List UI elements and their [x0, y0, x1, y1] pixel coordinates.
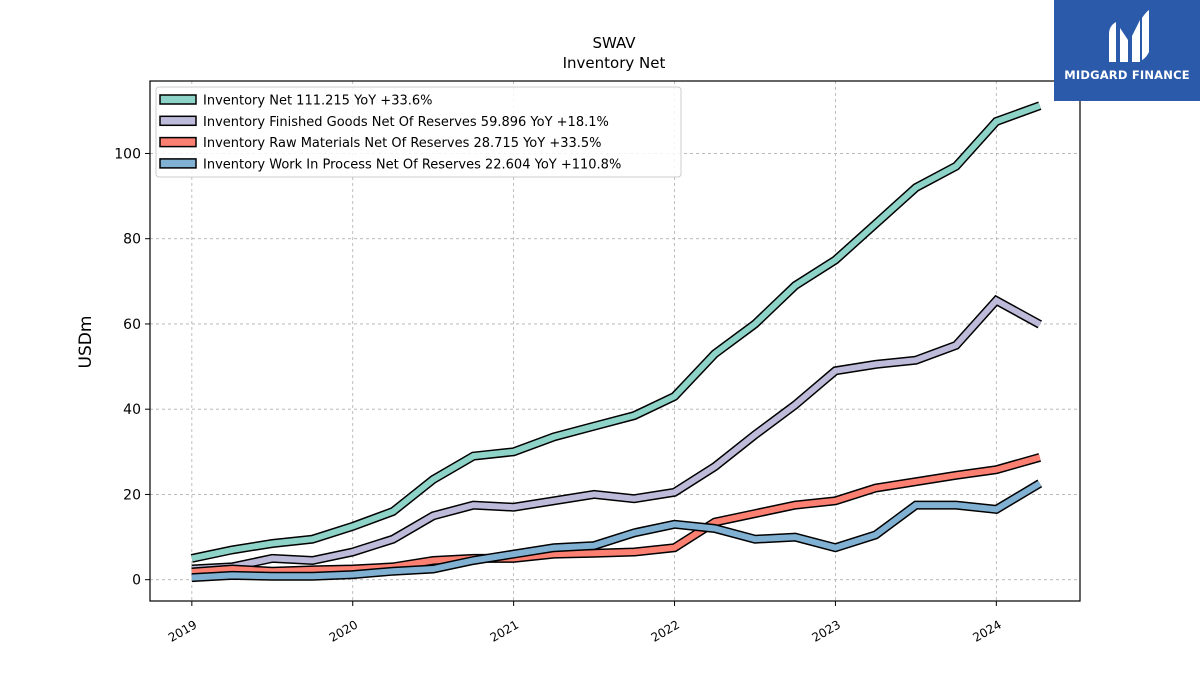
chart-title: SWAV	[592, 34, 636, 52]
series-line	[191, 480, 1042, 581]
legend-entry: Inventory Raw Materials Net Of Reserves …	[203, 136, 602, 151]
chart-subtitle: Inventory Net	[563, 54, 666, 72]
y-axis-label: USDm	[76, 316, 96, 369]
legend-swatch	[159, 94, 197, 105]
y-tick-label: 0	[132, 573, 141, 589]
plot-frame	[149, 80, 1081, 602]
series-line	[191, 296, 1042, 572]
legend-entry: Inventory Finished Goods Net Of Reserves…	[203, 115, 609, 130]
y-tick-label: 60	[123, 317, 141, 333]
legend-swatch	[159, 115, 197, 127]
series-lines	[190, 101, 1043, 583]
legend-swatch	[159, 136, 197, 148]
legend-entry: Inventory Net 111.215 YoY +33.6%	[203, 94, 433, 109]
midgard-finance-logo: MIDGARD FINANCE	[1054, 0, 1200, 101]
logo-mark-icon	[1109, 10, 1149, 62]
x-tick-label: 2024	[970, 617, 1003, 644]
y-tick-label: 40	[123, 402, 141, 418]
x-tick-label: 2021	[488, 617, 521, 644]
series-line	[191, 454, 1041, 575]
x-tick-label: 2023	[809, 617, 842, 644]
legend: Inventory Net 111.215 YoY +33.6% Inventor…	[155, 86, 682, 178]
logo-text: MIDGARD FINANCE	[1064, 68, 1190, 82]
legend-entry: Inventory Work In Process Net Of Reserve…	[203, 157, 621, 172]
x-tick-label: 2019	[166, 617, 199, 644]
x-tick-label: 2020	[327, 617, 360, 644]
legend-swatch	[159, 158, 197, 169]
x-tick-label: 2022	[649, 617, 682, 644]
y-tick-label: 80	[123, 232, 141, 248]
y-tick-label: 100	[114, 146, 141, 162]
series-outline	[191, 294, 1042, 574]
legend-box	[155, 86, 682, 178]
series-line	[191, 102, 1041, 562]
y-tick-label: 20	[123, 487, 141, 503]
